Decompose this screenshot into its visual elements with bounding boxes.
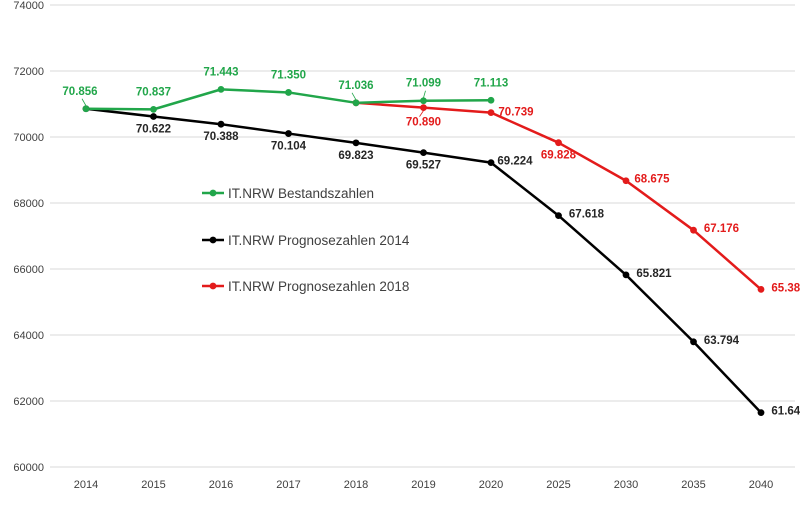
data-label: 71.350: [271, 69, 306, 81]
data-point: [352, 139, 360, 147]
y-tick-label: 74000: [13, 0, 44, 12]
series-points: [82, 85, 765, 417]
data-label: 70.739: [498, 107, 533, 119]
x-tick-label: 2017: [276, 479, 300, 491]
data-point: [217, 85, 225, 93]
x-tick-label: 2018: [344, 479, 368, 491]
data-point: [555, 139, 562, 147]
x-tick-label: 2016: [209, 479, 233, 491]
y-tick-label: 72000: [13, 66, 44, 78]
legend: IT.NRW Bestandszahlen IT.NRW Prognosezahl…: [202, 186, 410, 294]
data-label: 61.647: [771, 406, 800, 418]
data-point: [150, 105, 157, 113]
data-labels: 70.856 70.837 71.443 71.350 71.036 71.099 71.1…: [62, 66, 800, 417]
data-label: 70.837: [136, 86, 171, 98]
series-line: [355, 101, 762, 291]
data-point: [487, 96, 495, 104]
data-point: [82, 105, 90, 113]
data-point: [420, 149, 427, 157]
y-axis: 60000 62000 64000 66000 68000 70000 72000 74000: [13, 0, 44, 474]
data-label: 65.821: [636, 268, 672, 280]
data-point: [420, 97, 427, 105]
data-label: 69.823: [338, 150, 373, 162]
x-tick-label: 2040: [749, 479, 773, 491]
x-tick-label: 2014: [74, 479, 98, 491]
label-leader-line: [351, 92, 357, 101]
data-point: [757, 285, 765, 293]
data-point: [555, 212, 562, 220]
series-lines: [85, 88, 762, 414]
x-tick-label: 2019: [411, 479, 435, 491]
data-label: 63.794: [704, 335, 740, 347]
data-point: [622, 177, 630, 185]
y-tick-label: 64000: [13, 330, 44, 342]
x-tick-label: 2020: [479, 479, 503, 491]
data-label: 67.176: [704, 223, 739, 235]
data-point: [757, 409, 765, 417]
legend-label: IT.NRW Bestandszahlen: [228, 186, 374, 201]
data-label: 68.675: [634, 174, 670, 186]
y-tick-label: 70000: [13, 132, 44, 144]
legend-label: IT.NRW Prognosezahlen 2018: [228, 279, 409, 294]
label-leader-line: [419, 110, 424, 117]
data-label: 70.856: [62, 86, 97, 98]
data-point: [622, 271, 630, 279]
label-leader-line: [81, 98, 87, 106]
data-label: 71.113: [474, 77, 509, 89]
y-tick-label: 60000: [13, 462, 44, 474]
data-label: 69.224: [497, 156, 533, 168]
x-tick-label: 2015: [141, 479, 165, 491]
x-tick-label: 2035: [681, 479, 705, 491]
y-tick-label: 62000: [13, 396, 44, 408]
data-label: 71.443: [203, 66, 238, 78]
legend-swatch-marker: [209, 236, 217, 244]
legend-swatch-marker: [209, 189, 217, 197]
data-point: [285, 130, 292, 137]
data-point: [487, 159, 495, 167]
data-label: 69.527: [406, 160, 441, 172]
gridlines: [50, 4, 795, 468]
data-point: [352, 99, 360, 107]
x-tick-label: 2030: [614, 479, 638, 491]
data-label: 71.099: [406, 78, 441, 90]
data-label: 70.622: [136, 123, 171, 135]
data-label: 70.104: [271, 141, 307, 153]
data-point: [285, 89, 292, 96]
data-label: 71.036: [338, 80, 373, 92]
data-label: 70.388: [203, 131, 239, 143]
data-point: [420, 104, 427, 112]
data-point: [150, 113, 157, 120]
legend-label: IT.NRW Prognosezahlen 2014: [228, 233, 410, 248]
data-label: 70.890: [406, 117, 441, 129]
y-tick-label: 68000: [13, 198, 44, 210]
y-tick-label: 66000: [13, 264, 44, 276]
label-leader-line: [423, 90, 426, 98]
data-label: 67.618: [569, 209, 605, 221]
x-tick-label: 2025: [546, 479, 570, 491]
data-point: [690, 338, 697, 346]
data-point: [690, 226, 697, 234]
data-point: [217, 120, 225, 128]
data-label: 65.382: [771, 282, 800, 294]
legend-swatch-marker: [209, 282, 217, 290]
data-label: 69.828: [541, 150, 577, 162]
x-axis: 2014 2015 2016 2017 2018 2019 2020 2025 2030 2035…: [74, 479, 773, 491]
data-point: [487, 109, 495, 117]
